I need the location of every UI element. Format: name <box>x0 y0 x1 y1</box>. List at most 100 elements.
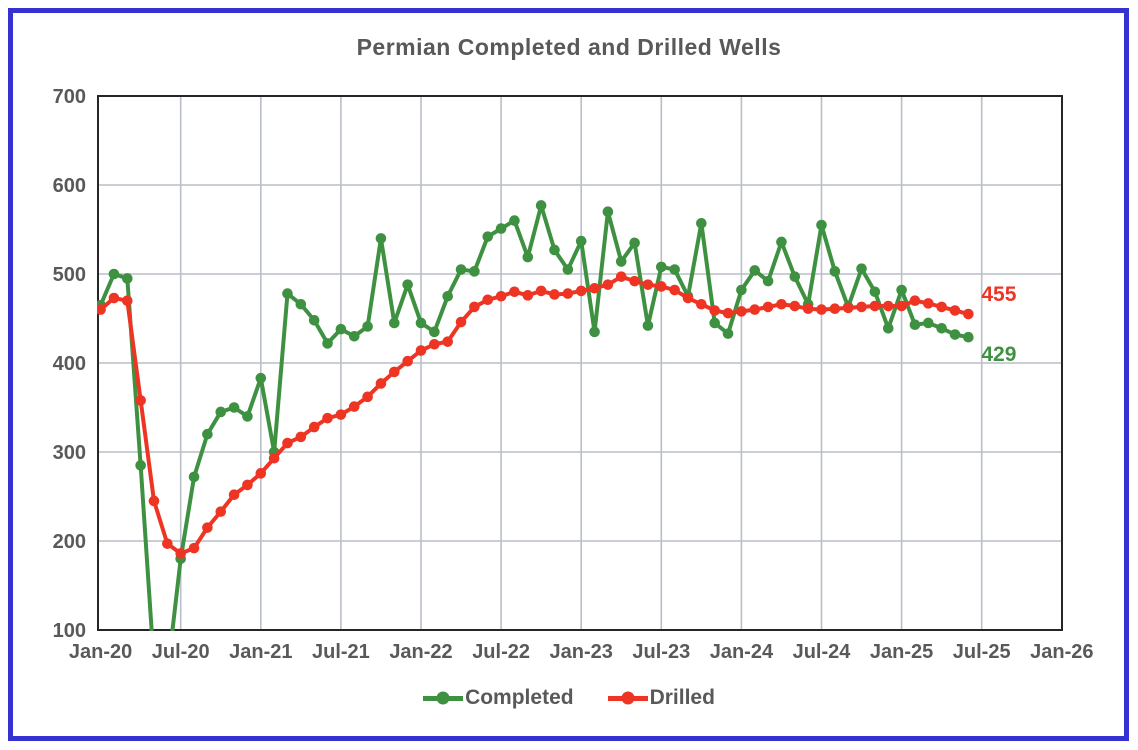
y-tick-label: 400 <box>53 353 86 375</box>
series-marker-completed <box>923 317 934 329</box>
x-tick-label: Jan-23 <box>550 641 613 663</box>
y-tick-label: 600 <box>53 175 86 197</box>
series-marker-drilled <box>509 286 520 298</box>
chart-title: Permian Completed and Drilled Wells <box>356 34 782 60</box>
series-marker-drilled <box>869 300 881 312</box>
series-marker-completed <box>348 331 360 342</box>
series-marker-completed <box>389 317 400 329</box>
series-marker-drilled <box>348 401 360 412</box>
series-marker-completed <box>602 206 614 217</box>
series-marker-drilled <box>495 290 507 302</box>
x-tick-label: Jul-20 <box>152 641 210 663</box>
series-marker-drilled <box>455 316 467 328</box>
series-marker-drilled <box>97 304 106 315</box>
series-marker-drilled <box>829 303 841 315</box>
series-marker-completed <box>442 290 454 302</box>
series-marker-drilled <box>148 495 160 507</box>
series-marker-completed <box>282 288 293 299</box>
series-marker-drilled <box>629 275 640 287</box>
series-marker-drilled <box>268 452 280 464</box>
x-tick-label: Jul-23 <box>632 641 690 663</box>
series-marker-drilled <box>135 395 146 406</box>
end-label-drilled: 455 <box>981 283 1016 306</box>
series-marker-drilled <box>202 522 213 533</box>
legend-label-completed: Completed <box>465 686 574 709</box>
series-marker-drilled <box>936 301 947 313</box>
series-marker-drilled <box>816 304 827 315</box>
plot-border <box>97 95 1063 631</box>
series-marker-drilled <box>949 305 961 316</box>
series-marker-drilled <box>882 300 894 312</box>
series-marker-drilled <box>562 288 574 299</box>
series-marker-drilled <box>389 366 400 378</box>
series-marker-drilled <box>802 303 814 315</box>
series-marker-completed <box>722 328 734 339</box>
x-tick-label: Jan-21 <box>229 641 292 663</box>
series-marker-completed <box>589 326 600 338</box>
x-tick-label: Jul-22 <box>472 641 530 663</box>
series-marker-drilled <box>789 300 801 312</box>
legend-marker-drilled-icon <box>607 691 648 705</box>
series-marker-completed <box>188 471 200 483</box>
series-marker-drilled <box>522 290 534 301</box>
series-marker-completed <box>936 322 947 334</box>
series-marker-drilled <box>615 271 627 282</box>
series-marker-drilled <box>429 339 440 350</box>
series-marker-completed <box>215 406 227 418</box>
series-marker-completed <box>896 284 907 296</box>
series-marker-completed <box>549 244 560 256</box>
series-marker-drilled <box>696 298 707 310</box>
series-marker-completed <box>575 235 587 247</box>
series-marker-drilled <box>188 542 200 554</box>
series-marker-completed <box>375 233 387 244</box>
x-tick-label: Jul-24 <box>793 641 852 663</box>
series-marker-drilled <box>963 308 974 320</box>
x-tick-label: Jan-20 <box>69 641 132 663</box>
series-marker-completed <box>308 314 320 326</box>
y-tick-label: 100 <box>53 620 86 642</box>
series-marker-drilled <box>469 301 480 313</box>
series-marker-completed <box>362 321 373 332</box>
series-marker-drilled <box>856 301 867 313</box>
series-marker-completed <box>709 317 720 329</box>
series-marker-drilled <box>535 285 547 297</box>
series-marker-completed <box>829 266 841 277</box>
series-marker-drilled <box>322 412 333 424</box>
series-marker-drilled <box>762 301 774 313</box>
series-marker-drilled <box>415 345 427 356</box>
series-marker-completed <box>135 460 146 471</box>
series-marker-completed <box>295 298 307 310</box>
series-marker-completed <box>789 271 801 282</box>
series-marker-drilled <box>709 305 720 316</box>
series-marker-drilled <box>923 298 934 309</box>
series-marker-completed <box>669 264 680 275</box>
series-marker-drilled <box>242 479 253 491</box>
series-marker-drilled <box>442 336 454 347</box>
series-marker-drilled <box>308 421 320 433</box>
series-marker-drilled <box>255 468 267 479</box>
legend-marker-completed-icon <box>423 691 464 705</box>
series-marker-drilled <box>736 306 747 317</box>
series-line-drilled <box>99 274 969 556</box>
series-marker-completed <box>509 215 520 226</box>
series-marker-drilled <box>402 355 413 367</box>
series-marker-completed <box>242 411 253 422</box>
legend-item-drilled: Drilled <box>607 686 715 710</box>
series-marker-drilled <box>842 302 854 314</box>
x-tick-label: Jul-25 <box>953 641 1011 663</box>
x-tick-label: Jul-21 <box>312 641 370 663</box>
series-marker-completed <box>469 266 480 277</box>
series-marker-drilled <box>682 292 694 304</box>
series-marker-completed <box>335 323 347 335</box>
series-marker-drilled <box>175 548 186 559</box>
series-marker-completed <box>415 317 427 329</box>
series-marker-completed <box>228 402 240 413</box>
y-tick-label: 200 <box>53 531 86 553</box>
series-marker-drilled <box>295 431 307 443</box>
series-marker-completed <box>909 319 921 331</box>
series-marker-drilled <box>228 489 240 501</box>
series-marker-drilled <box>282 437 293 449</box>
series-marker-drilled <box>896 300 907 312</box>
series-line-completed <box>98 203 969 631</box>
end-label-completed: 429 <box>981 343 1016 366</box>
